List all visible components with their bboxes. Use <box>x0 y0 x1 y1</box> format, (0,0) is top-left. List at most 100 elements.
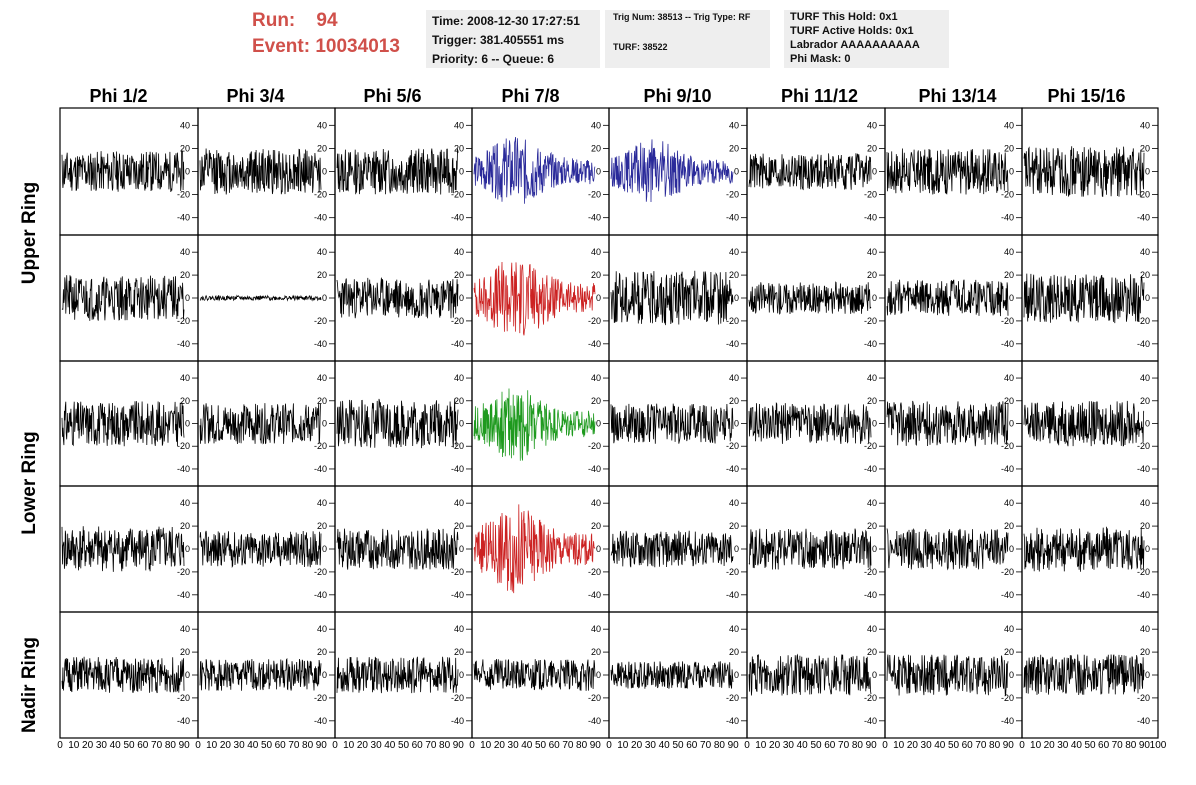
y-tick-label: 0 <box>185 670 190 680</box>
y-tick-label: 40 <box>729 120 739 130</box>
y-tick-label: -20 <box>864 441 877 451</box>
x-tick-label: 60 <box>1098 740 1110 751</box>
y-tick-label: 0 <box>185 293 190 303</box>
y-tick-label: 0 <box>1145 293 1150 303</box>
panel-r3-c3: -40 -20 0 20 40 <box>471 485 610 613</box>
y-tick-label: 40 <box>1140 498 1150 508</box>
y-tick-label: 20 <box>729 270 739 280</box>
panel-r0-c4: -40 -20 0 20 40 <box>608 107 748 236</box>
y-tick-label: -40 <box>177 716 190 726</box>
y-tick-label: 0 <box>1145 167 1150 177</box>
y-tick-label: 20 <box>180 521 190 531</box>
y-tick-label: 20 <box>867 521 877 531</box>
y-tick-label: 40 <box>454 120 464 130</box>
x-tick-label: 0 <box>1019 740 1025 751</box>
y-tick-label: 0 <box>459 293 464 303</box>
waveform-trace <box>1023 273 1145 324</box>
y-tick-label: -20 <box>1137 567 1150 577</box>
y-tick-label: -20 <box>726 567 739 577</box>
labrador-text: Labrador AAAAAAAAAA <box>790 39 920 51</box>
x-tick-label: 40 <box>797 740 809 751</box>
y-tick-label: -20 <box>451 190 464 200</box>
y-tick-label: -40 <box>451 464 464 474</box>
x-tick-label: 40 <box>1071 740 1083 751</box>
x-tick-label: 60 <box>824 740 836 751</box>
waveform-trace <box>748 528 872 570</box>
y-tick-label: 20 <box>1004 647 1014 657</box>
y-tick-label: 20 <box>1140 143 1150 153</box>
x-tick-label: 30 <box>783 740 795 751</box>
y-tick-label: 20 <box>1004 521 1014 531</box>
y-tick-label: 0 <box>596 419 601 429</box>
waveform-trace <box>336 656 459 694</box>
run-value: 94 <box>316 10 338 31</box>
event-row: Event: 10034013 <box>252 34 400 60</box>
event-value: 10034013 <box>315 36 400 57</box>
event-label: Event: <box>252 36 311 57</box>
waveform-trace <box>61 150 185 193</box>
x-tick-label: 80 <box>576 740 588 751</box>
x-tick-label: 0 <box>195 740 201 751</box>
y-tick-label: 20 <box>317 647 327 657</box>
y-tick-label: 0 <box>596 167 601 177</box>
panel-r1-c1: -40 -20 0 20 40 <box>197 234 336 362</box>
y-tick-label: 20 <box>1004 143 1014 153</box>
x-tick-label: 30 <box>508 740 520 751</box>
y-tick-label: 20 <box>1140 396 1150 406</box>
y-tick-label: 40 <box>454 498 464 508</box>
y-tick-label: -20 <box>588 441 601 451</box>
waveform-trace <box>886 654 1009 697</box>
y-tick-label: 40 <box>180 247 190 257</box>
waveform-trace <box>886 148 1009 195</box>
y-tick-label: 20 <box>454 647 464 657</box>
waveform-trace <box>610 530 734 568</box>
x-tick-label: 70 <box>425 740 437 751</box>
y-tick-label: -40 <box>451 590 464 600</box>
y-tick-label: 40 <box>180 373 190 383</box>
y-tick-label: 20 <box>729 143 739 153</box>
y-tick-label: 0 <box>1145 670 1150 680</box>
y-tick-label: 0 <box>322 419 327 429</box>
y-tick-label: 40 <box>317 624 327 634</box>
y-tick-label: -40 <box>726 339 739 349</box>
x-tick-label: 40 <box>659 740 671 751</box>
y-tick-label: 0 <box>734 544 739 554</box>
x-tick-label: 10 <box>1030 740 1042 751</box>
y-tick-label: -20 <box>1137 693 1150 703</box>
y-tick-label: -40 <box>1137 213 1150 223</box>
y-tick-label: 0 <box>185 167 190 177</box>
panel-r1-c2: -40 -20 0 20 40 <box>334 234 473 362</box>
y-tick-label: -40 <box>314 339 327 349</box>
panel-r4-c5: -40 -20 0 20 40 <box>746 611 886 739</box>
y-tick-label: -20 <box>864 567 877 577</box>
y-tick-label: -40 <box>177 339 190 349</box>
x-tick-label: 30 <box>1057 740 1069 751</box>
y-tick-label: 20 <box>180 396 190 406</box>
x-tick-label: 40 <box>247 740 259 751</box>
x-tick-label: 90 <box>728 740 740 751</box>
y-tick-label: 40 <box>591 624 601 634</box>
y-tick-label: -40 <box>314 590 327 600</box>
y-tick-label: -40 <box>177 590 190 600</box>
panel-r2-c1: -40 -20 0 20 40 <box>197 360 336 487</box>
y-tick-label: 40 <box>591 120 601 130</box>
turf-hold-text: TURF This Hold: 0x1 <box>790 11 898 23</box>
y-tick-label: -20 <box>177 441 190 451</box>
y-tick-label: 40 <box>454 247 464 257</box>
run-row: Run: 94 <box>252 8 400 34</box>
x-tick-label: 0 <box>332 740 338 751</box>
y-tick-label: -20 <box>314 693 327 703</box>
y-tick-label: -20 <box>177 567 190 577</box>
waveform-trace <box>1023 654 1145 696</box>
x-tick-label: 90 <box>179 740 191 751</box>
y-tick-label: 40 <box>317 498 327 508</box>
y-tick-label: 0 <box>185 419 190 429</box>
trig-info-box: Trig Num: 38513 -- Trig Type: RF TURF: 3… <box>605 10 770 68</box>
y-tick-label: -40 <box>1137 716 1150 726</box>
waveform-trace <box>610 139 734 203</box>
waveform-trace <box>748 401 872 444</box>
y-tick-label: -20 <box>314 316 327 326</box>
time-info-box: Time: 2008-12-30 17:27:51 Trigger: 381.4… <box>426 10 600 68</box>
x-tick-label: 10 <box>206 740 218 751</box>
y-tick-label: 0 <box>1009 670 1014 680</box>
